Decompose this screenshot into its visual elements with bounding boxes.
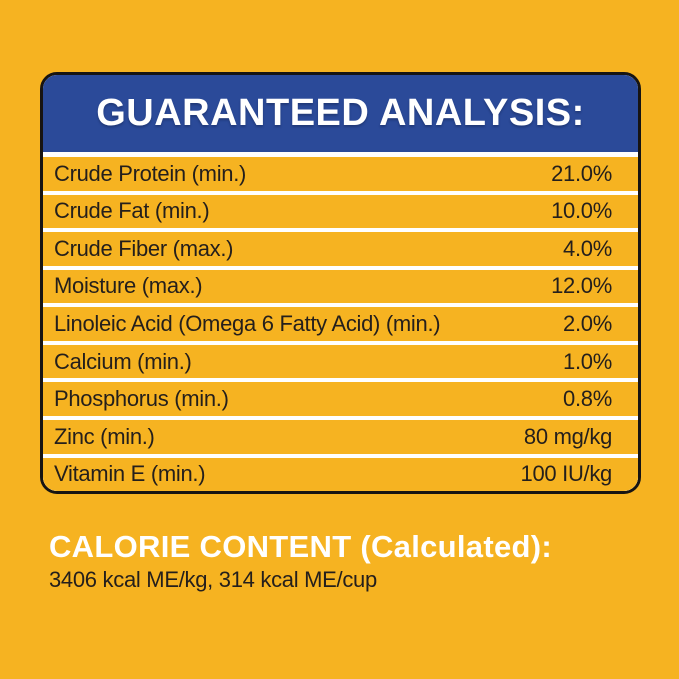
nutrient-label: Crude Protein (min.)	[54, 160, 247, 186]
table-row: Calcium (min.) 1.0%	[43, 344, 638, 379]
nutrient-value: 12.0%	[551, 273, 612, 299]
nutrient-value: 80 mg/kg	[523, 423, 612, 449]
nutrient-label: Moisture (max.)	[54, 273, 203, 299]
table-row: Linoleic Acid (Omega 6 Fatty Acid) (min.…	[43, 307, 638, 341]
nutrient-value: 0.8%	[563, 386, 612, 412]
nutrient-value: 1.0%	[563, 348, 612, 374]
table-row: Zinc (min.) 80 mg/kg	[43, 419, 638, 454]
nutrient-label: Vitamin E (min.)	[54, 461, 206, 487]
calorie-content-heading: CALORIE CONTENT (Calculated):	[49, 529, 552, 564]
nutrient-label: Linoleic Acid (Omega 6 Fatty Acid) (min.…	[54, 311, 441, 337]
nutrient-label: Crude Fat (min.)	[54, 198, 210, 224]
panel-title: GUARANTEED ANALYSIS:	[96, 92, 585, 134]
nutrient-value: 100 IU/kg	[520, 461, 613, 487]
guaranteed-analysis-panel: GUARANTEED ANALYSIS: Crude Protein (min.…	[40, 72, 641, 494]
nutrient-value: 10.0%	[551, 198, 612, 224]
nutrient-value: 21.0%	[551, 160, 612, 186]
table-row: Moisture (max.) 12.0%	[43, 269, 638, 304]
table-row: Crude Protein (min.) 21.0%	[43, 157, 638, 191]
table-row: Phosphorus (min.) 0.8%	[43, 382, 638, 416]
nutrient-value: 4.0%	[563, 235, 612, 261]
table-row: Crude Fiber (max.) 4.0%	[43, 232, 638, 266]
nutrient-label: Zinc (min.)	[54, 423, 155, 449]
calorie-content-values: 3406 kcal ME/kg, 314 kcal ME/cup	[49, 567, 377, 592]
nutrient-label: Crude Fiber (max.)	[54, 235, 234, 261]
nutrient-label: Phosphorus (min.)	[54, 386, 229, 412]
analysis-table: Crude Protein (min.) 21.0% Crude Fat (mi…	[43, 152, 638, 491]
nutrient-value: 2.0%	[563, 311, 612, 337]
panel-header: GUARANTEED ANALYSIS:	[43, 75, 638, 152]
nutrient-label: Calcium (min.)	[54, 348, 192, 374]
table-row: Crude Fat (min.) 10.0%	[43, 194, 638, 229]
table-row: Vitamin E (min.) 100 IU/kg	[43, 457, 638, 491]
